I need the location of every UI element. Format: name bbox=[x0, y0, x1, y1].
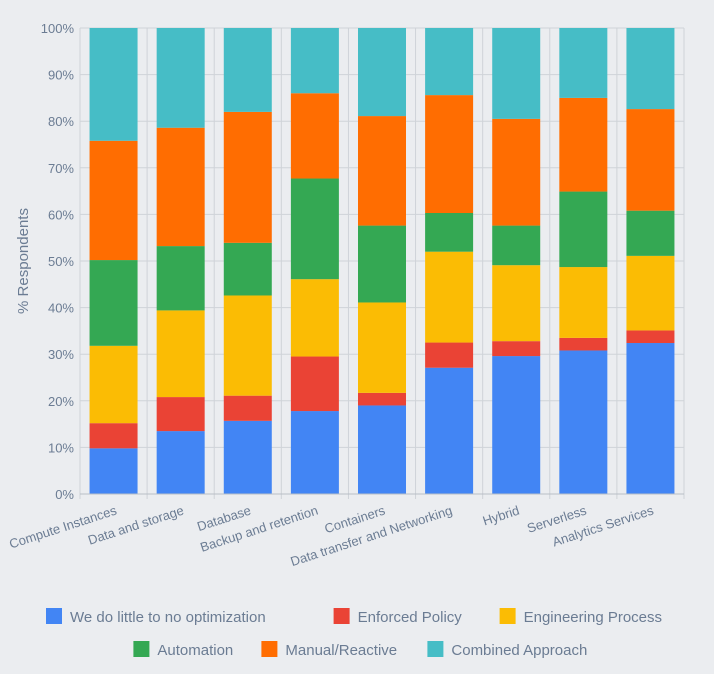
legend-item[interactable]: Manual/Reactive bbox=[261, 641, 397, 659]
bar-segment bbox=[358, 116, 406, 226]
bar-segment bbox=[89, 140, 138, 261]
y-tick-label: 30% bbox=[48, 347, 74, 362]
bar-segment bbox=[559, 337, 608, 351]
bar-segment bbox=[156, 246, 205, 311]
bar-segment bbox=[358, 28, 406, 117]
bar-segment bbox=[358, 405, 406, 494]
bar-segment bbox=[290, 28, 339, 94]
legend-label: Combined Approach bbox=[451, 642, 587, 659]
legend-swatch bbox=[499, 608, 516, 624]
y-tick-label: 100% bbox=[41, 21, 75, 36]
bar-segment bbox=[626, 28, 675, 110]
y-axis-title: % Respondents bbox=[15, 208, 32, 314]
bar-segment bbox=[626, 330, 675, 344]
bar-segment bbox=[89, 28, 138, 141]
bar-segment bbox=[492, 356, 541, 494]
bar-segment bbox=[559, 191, 608, 268]
bar-segment bbox=[559, 350, 608, 494]
legend-swatch bbox=[46, 608, 62, 624]
bar-segment bbox=[156, 397, 205, 432]
legend-item[interactable]: Automation bbox=[133, 641, 233, 659]
bar-segment bbox=[425, 342, 474, 368]
bar-segment bbox=[89, 345, 138, 424]
legend-swatch bbox=[333, 608, 350, 624]
bar-segment bbox=[425, 95, 474, 214]
legend-label: Enforced Policy bbox=[358, 609, 463, 626]
bar-segment bbox=[290, 178, 339, 280]
x-tick-label: Compute Instances bbox=[7, 502, 119, 551]
bar-segment bbox=[358, 392, 406, 406]
y-tick-label: 60% bbox=[48, 207, 74, 222]
legend-item[interactable]: Enforced Policy bbox=[333, 608, 463, 626]
y-tick-label: 90% bbox=[48, 68, 74, 83]
y-tick-label: 20% bbox=[48, 394, 74, 409]
bar-segment bbox=[156, 127, 205, 247]
y-tick-label: 40% bbox=[48, 301, 74, 316]
legend-item[interactable]: Combined Approach bbox=[427, 641, 587, 659]
bar-segment bbox=[425, 213, 474, 252]
legend-swatch bbox=[261, 641, 278, 657]
bar-segment bbox=[358, 302, 406, 393]
bar-segment bbox=[156, 28, 205, 128]
bar-segment bbox=[223, 420, 272, 494]
bar-segment bbox=[89, 260, 138, 346]
bar-segment bbox=[425, 367, 474, 494]
bar-segment bbox=[223, 395, 272, 421]
bar-segment bbox=[290, 411, 339, 494]
bar-segment bbox=[425, 28, 474, 96]
bar-segment bbox=[156, 431, 205, 494]
bar-segment bbox=[559, 97, 608, 192]
bar-segment bbox=[559, 267, 608, 338]
bar-segment bbox=[626, 109, 675, 211]
bar-segment bbox=[492, 341, 541, 357]
bar-segment bbox=[223, 28, 272, 112]
bar-segment bbox=[492, 225, 541, 266]
bar-segment bbox=[492, 265, 541, 342]
bar-segment bbox=[89, 448, 138, 494]
legend-swatch bbox=[427, 641, 444, 657]
bar-segment bbox=[89, 423, 138, 449]
bar-segment bbox=[290, 93, 339, 179]
x-tick-label: Backup and retention bbox=[198, 503, 319, 555]
legend-label: Engineering Process bbox=[524, 609, 662, 626]
bar-segment bbox=[223, 242, 272, 296]
y-tick-label: 80% bbox=[48, 114, 74, 129]
bar-segment bbox=[290, 356, 339, 412]
bar-segment bbox=[626, 343, 675, 494]
legend-label: We do little to no optimization bbox=[70, 609, 266, 626]
bar-segment bbox=[223, 295, 272, 396]
legend-item[interactable]: Engineering Process bbox=[499, 608, 662, 626]
bar-segment bbox=[492, 28, 541, 119]
bar-segment bbox=[626, 255, 675, 331]
y-tick-label: 50% bbox=[48, 254, 74, 269]
bar-segment bbox=[492, 118, 541, 226]
bar-segment bbox=[358, 225, 406, 303]
bar-segment bbox=[559, 28, 608, 98]
bar-segment bbox=[290, 279, 339, 357]
legend-label: Manual/Reactive bbox=[285, 642, 397, 659]
legend-item[interactable]: We do little to no optimization bbox=[46, 608, 266, 626]
bar-segment bbox=[425, 251, 474, 343]
legend-label: Automation bbox=[157, 642, 233, 659]
bar-segment bbox=[626, 210, 675, 256]
y-tick-label: 0% bbox=[55, 487, 74, 502]
y-tick-label: 70% bbox=[48, 161, 74, 176]
bar-segment bbox=[156, 310, 205, 398]
y-tick-label: 10% bbox=[48, 440, 74, 455]
x-tick-label: Hybrid bbox=[481, 503, 521, 529]
legend-swatch bbox=[133, 641, 150, 657]
bar-segment bbox=[223, 111, 272, 243]
